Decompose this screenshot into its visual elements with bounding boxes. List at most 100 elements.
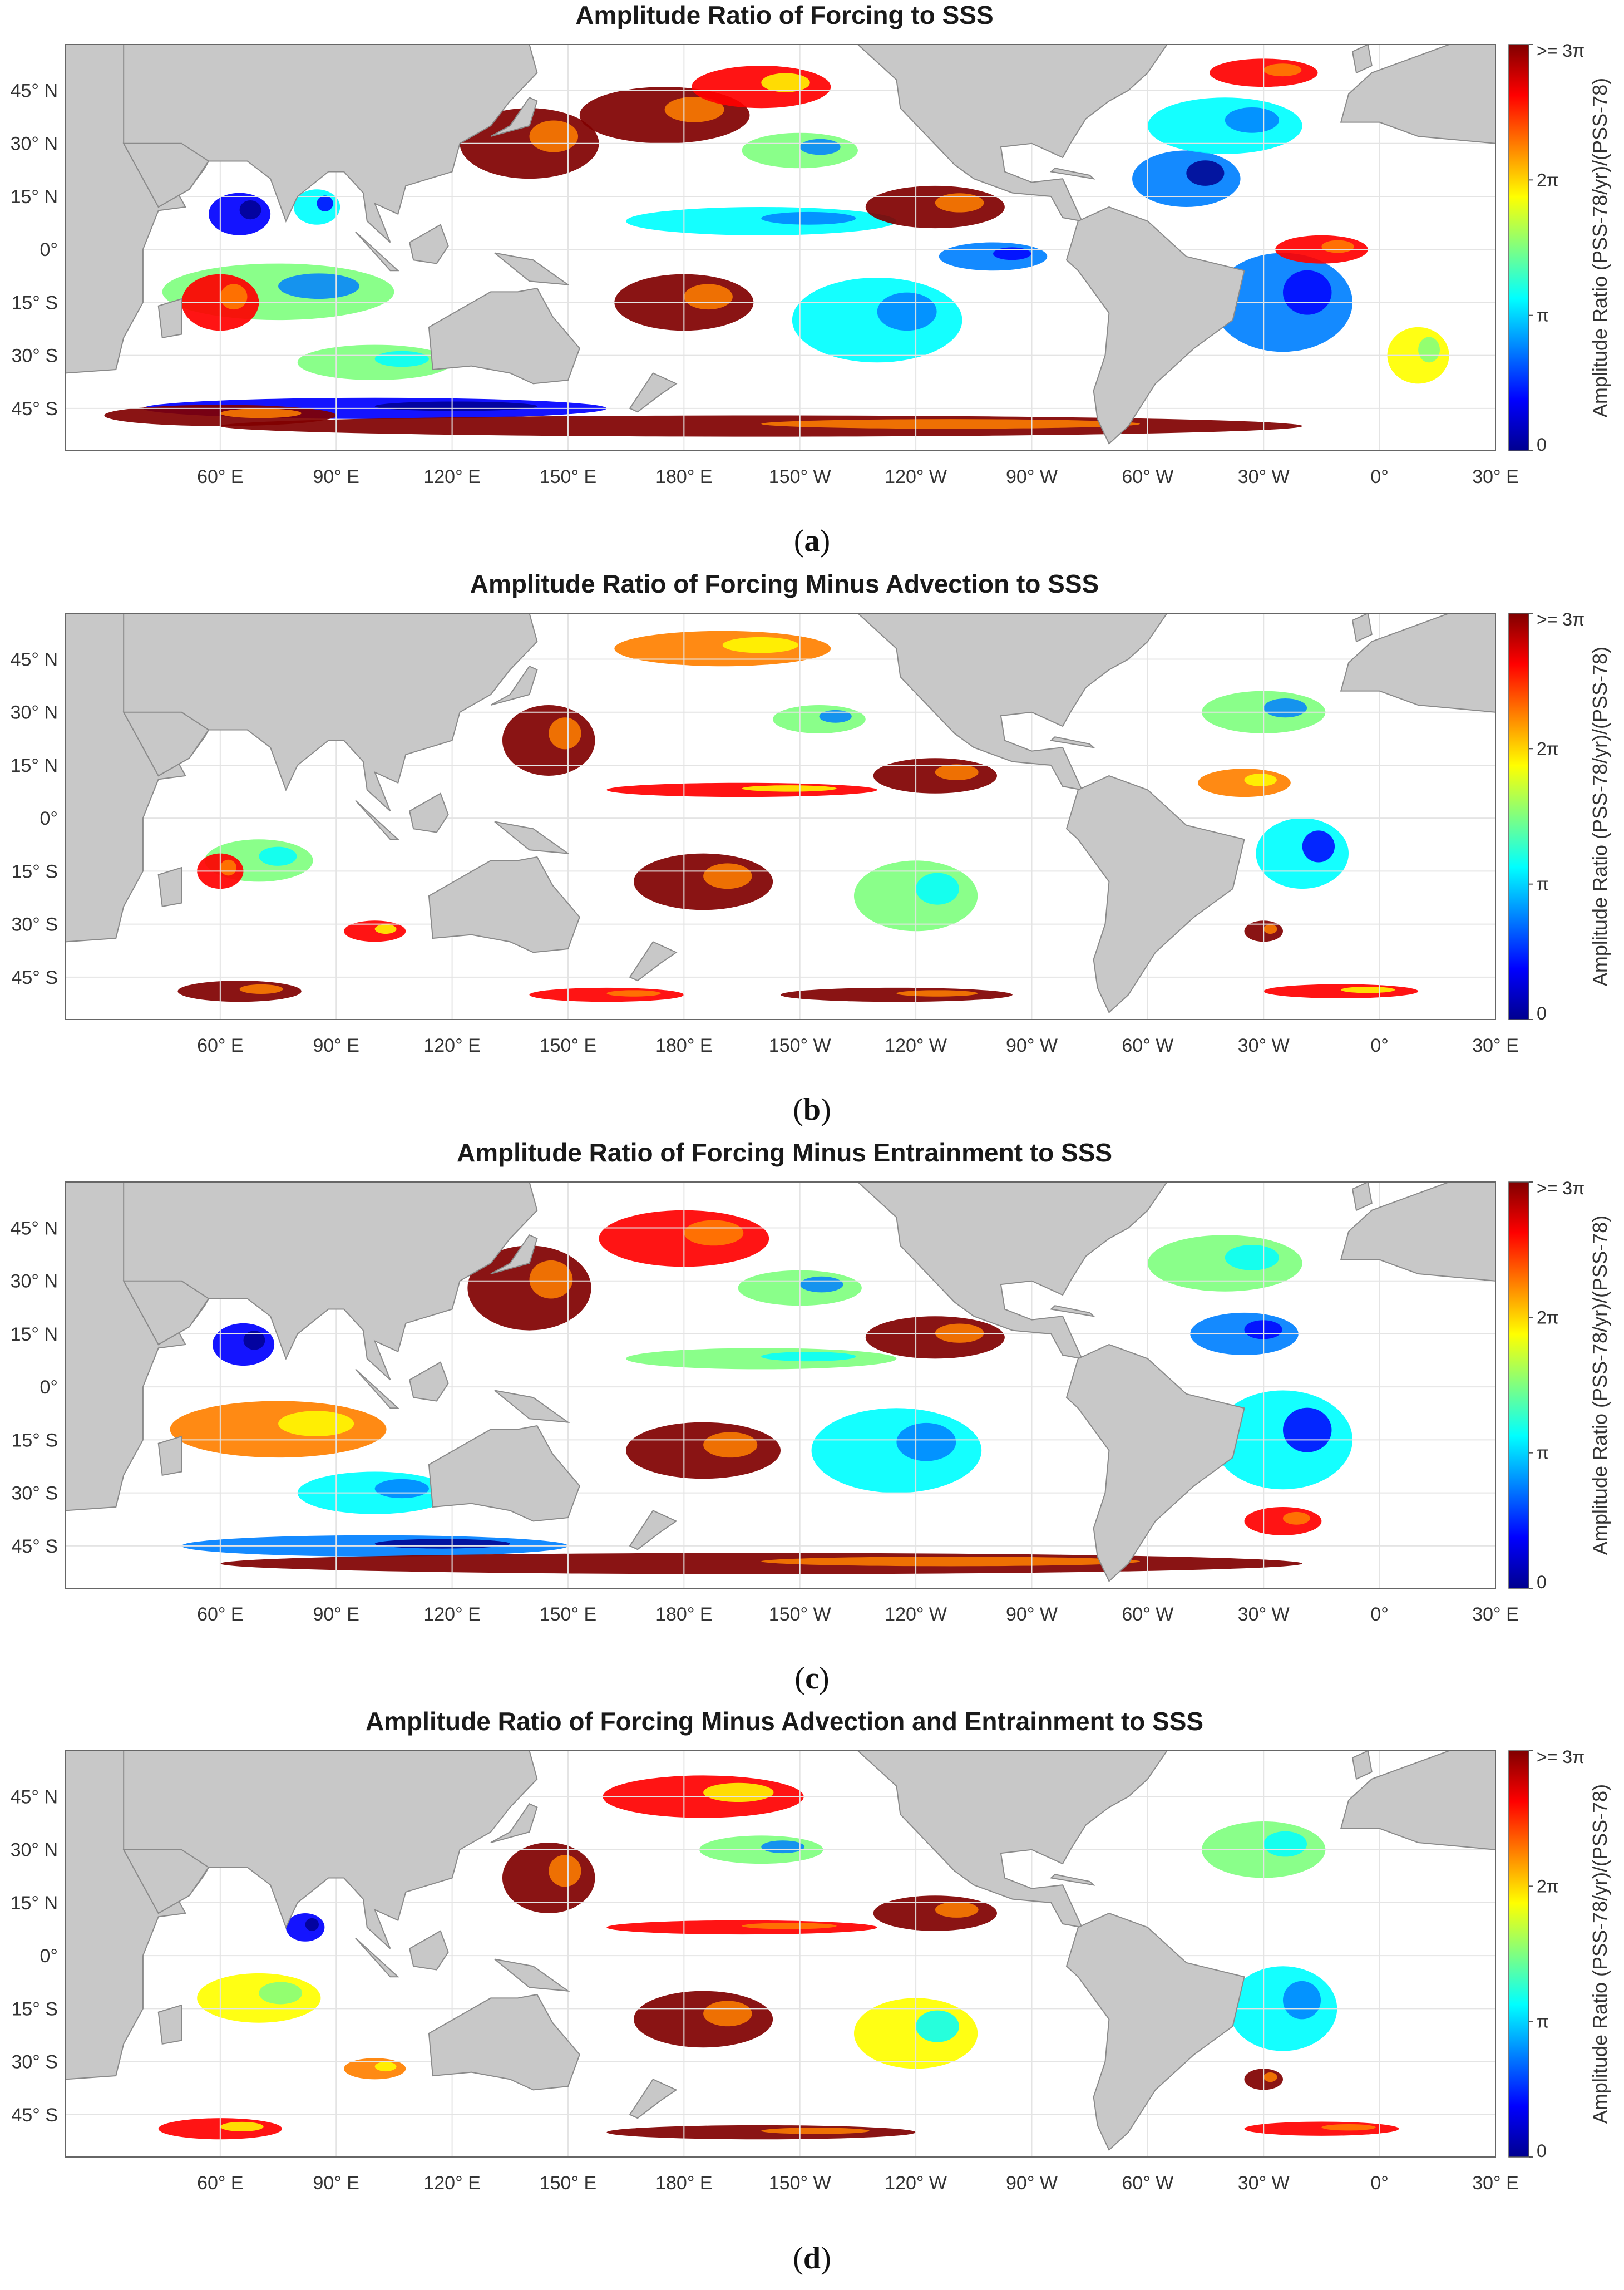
amplitude-patch-detail	[1341, 986, 1395, 993]
land-arabia	[122, 1849, 210, 1914]
amplitude-patch	[939, 242, 1048, 271]
colorbar-title: Amplitude Ratio (PSS-78/yr)/(PSS-78)	[1588, 1215, 1611, 1555]
amplitude-patch-detail	[703, 1432, 758, 1458]
amplitude-patch-detail	[1186, 160, 1225, 186]
land-europe	[1340, 45, 1495, 144]
amplitude-patch-detail	[935, 764, 979, 780]
lon-tick-label: 150° W	[769, 1604, 831, 1625]
amplitude-patch-detail	[761, 1557, 1140, 1567]
amplitude-patch	[1147, 1235, 1302, 1292]
amplitude-patch-detail	[305, 1918, 319, 1931]
lat-tick-label: 45° S	[11, 1536, 58, 1557]
land-borneo	[409, 1361, 449, 1402]
land-australia	[428, 287, 580, 385]
amplitude-patch	[297, 344, 452, 381]
amplitude-patch-detail	[220, 284, 248, 310]
lat-tick-label: 30° N	[11, 134, 58, 155]
lat-tick-label: 45° N	[11, 1787, 58, 1808]
amplitude-patch-detail	[916, 2010, 959, 2042]
land-cuba	[1050, 1874, 1095, 1886]
lon-tick-label: 30° W	[1238, 466, 1290, 487]
lon-tick-label: 0°	[1370, 466, 1389, 487]
land-arabia	[122, 1280, 210, 1346]
land-europe	[1340, 613, 1495, 713]
amplitude-patch-detail	[606, 990, 661, 997]
land-cuba	[1050, 1305, 1095, 1317]
lon-tick-label: 150° E	[540, 1035, 596, 1056]
lon-tick-label: 60° W	[1122, 466, 1173, 487]
lon-tick-label: 180° E	[655, 466, 712, 487]
amplitude-patch-detail	[1282, 1511, 1310, 1525]
amplitude-patch-detail	[1282, 270, 1332, 315]
lon-tick-label: 120° E	[423, 2173, 480, 2194]
land-madagascar	[157, 866, 182, 908]
map-frame	[65, 1181, 1496, 1589]
colorbar-tick-label: >= 3π	[1537, 609, 1584, 629]
amplitude-patch-detail	[877, 292, 937, 331]
land-europe	[1340, 1751, 1495, 1850]
amplitude-patch	[220, 1553, 1302, 1574]
amplitude-patch-detail	[220, 408, 302, 418]
lon-tick-label: 30° E	[1472, 2173, 1519, 2194]
land-sumatra	[355, 231, 399, 272]
lon-tick-label: 60° W	[1122, 2173, 1173, 2194]
lon-tick-label: 90° W	[1006, 1604, 1058, 1625]
amplitude-patch	[781, 987, 1013, 1002]
amplitude-patch-detail	[278, 1411, 354, 1437]
amplitude-patch-detail	[993, 247, 1031, 260]
lat-tick-label: 15° S	[11, 861, 58, 882]
amplitude-patch-detail	[1418, 337, 1440, 363]
amplitude-patch-detail	[819, 710, 852, 723]
amplitude-patch-detail	[1321, 240, 1354, 253]
land-cuba	[1050, 168, 1095, 180]
lon-tick-label: 60° W	[1122, 1604, 1173, 1625]
colorbar-tick-label: >= 3π	[1537, 41, 1584, 61]
lon-tick-label: 150° E	[540, 1604, 596, 1625]
land-madagascar	[157, 2004, 182, 2045]
amplitude-patch-detail	[374, 351, 429, 367]
amplitude-patch-detail	[374, 924, 397, 934]
land-uk	[1351, 613, 1373, 643]
amplitude-patch-detail	[1263, 1831, 1307, 1857]
lon-tick-label: 180° E	[655, 1604, 712, 1625]
amplitude-patch-detail	[799, 1276, 843, 1293]
amplitude-patch	[634, 853, 773, 910]
panel-title: Amplitude Ratio of Forcing Minus Advecti…	[365, 1707, 1204, 1736]
lat-tick-label: 0°	[40, 1377, 58, 1398]
amplitude-patch-detail	[896, 990, 978, 997]
lat-tick-label: 45° N	[11, 649, 58, 671]
amplitude-patch	[626, 207, 897, 235]
amplitude-patch	[1244, 1507, 1322, 1535]
amplitude-patch-detail	[374, 1539, 510, 1549]
amplitude-patch-detail	[761, 211, 856, 225]
amplitude-patch-detail	[259, 846, 297, 866]
land-southamerica	[1065, 775, 1245, 1013]
lon-tick-label: 90° E	[313, 1035, 359, 1056]
colorbar-tick-label: 0	[1537, 2141, 1547, 2161]
map: 45° N 30° N 15° N 0° 15° S 30° S 45° S 60° E 90°…	[11, 609, 1611, 1056]
land-australia	[428, 1993, 580, 2091]
land-madagascar	[157, 298, 182, 339]
amplitude-patch	[865, 1316, 1005, 1359]
amplitude-patch-detail	[220, 2121, 264, 2131]
lat-tick-label: 0°	[40, 239, 58, 260]
land-borneo	[409, 792, 449, 833]
amplitude-patch-detail	[220, 859, 237, 876]
panel-b: Amplitude Ratio of Forcing Minus Advecti…	[0, 569, 1624, 1136]
amplitude-patch-detail	[1263, 924, 1277, 934]
amplitude-patch-detail	[935, 193, 984, 213]
amplitude-patch-detail	[684, 284, 733, 310]
amplitude-patch-detail	[761, 73, 810, 92]
lat-tick-label: 15° S	[11, 1998, 58, 2020]
amplitude-patch-detail	[799, 139, 841, 155]
colorbar-tick-label: π	[1537, 1443, 1549, 1463]
land-japan	[490, 665, 538, 706]
land-southamerica	[1065, 1912, 1245, 2151]
lat-tick-label: 45° N	[11, 1218, 58, 1239]
land-australia	[428, 856, 580, 953]
amplitude-patch	[1198, 769, 1291, 797]
amplitude-patch-detail	[243, 1331, 265, 1350]
colorbar	[1508, 1750, 1529, 2158]
map: 45° N 30° N 15° N 0° 15° S 30° S 45° S 60° E 90°…	[11, 1178, 1611, 1625]
amplitude-patch-detail	[935, 1323, 984, 1343]
